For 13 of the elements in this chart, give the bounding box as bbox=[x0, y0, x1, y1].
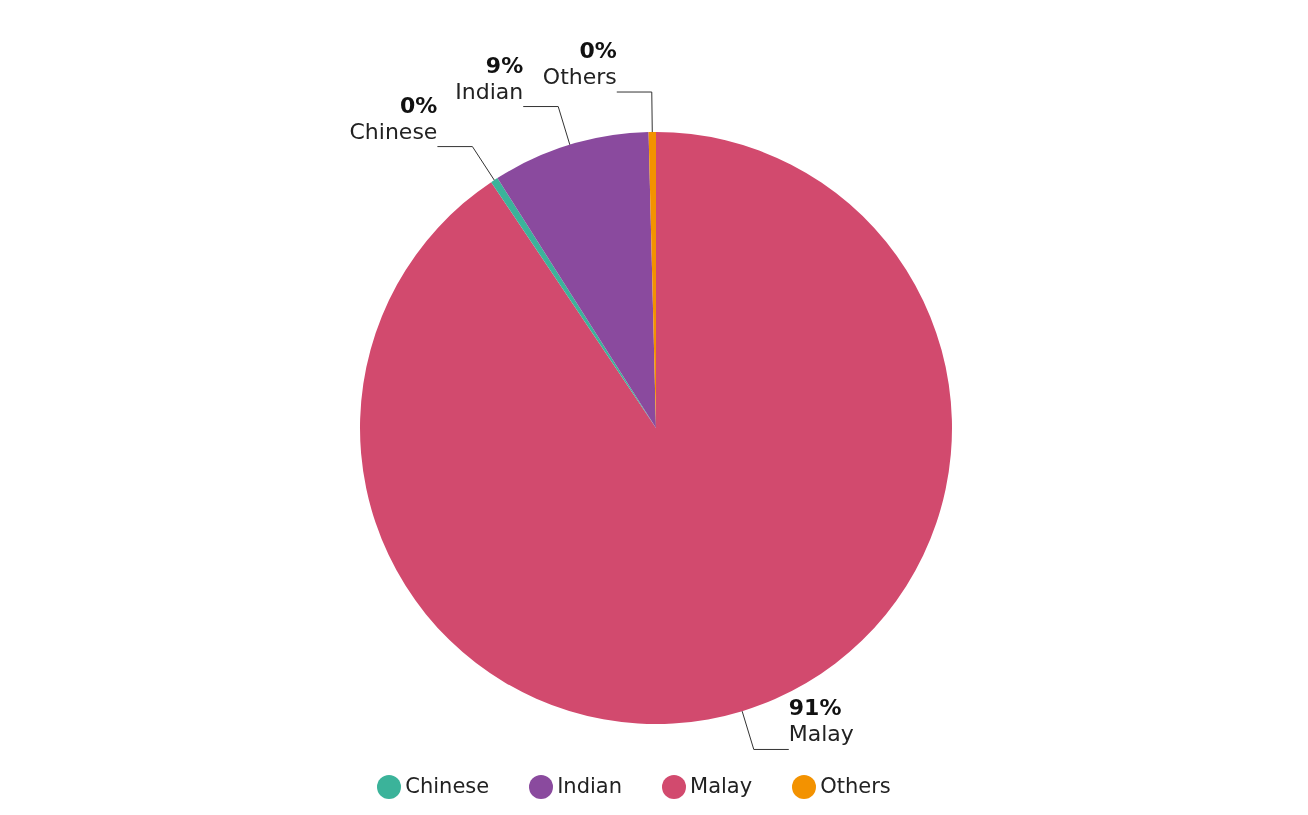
pie-slice bbox=[497, 132, 656, 428]
data-label: 9% bbox=[485, 52, 524, 78]
legend-label: Others bbox=[820, 774, 891, 798]
legend-label: Malay bbox=[690, 774, 753, 798]
slice-label: Others bbox=[542, 64, 617, 90]
data-label: 91% bbox=[788, 695, 842, 721]
legend-label: Chinese bbox=[405, 774, 490, 798]
data-label: 0% bbox=[579, 38, 617, 64]
slice-label: Indian bbox=[455, 78, 524, 104]
legend-label: Indian bbox=[557, 774, 623, 798]
slice-label: Malay bbox=[788, 721, 854, 747]
slice-label: Chinese bbox=[349, 118, 438, 144]
data-label: 0% bbox=[400, 92, 438, 118]
